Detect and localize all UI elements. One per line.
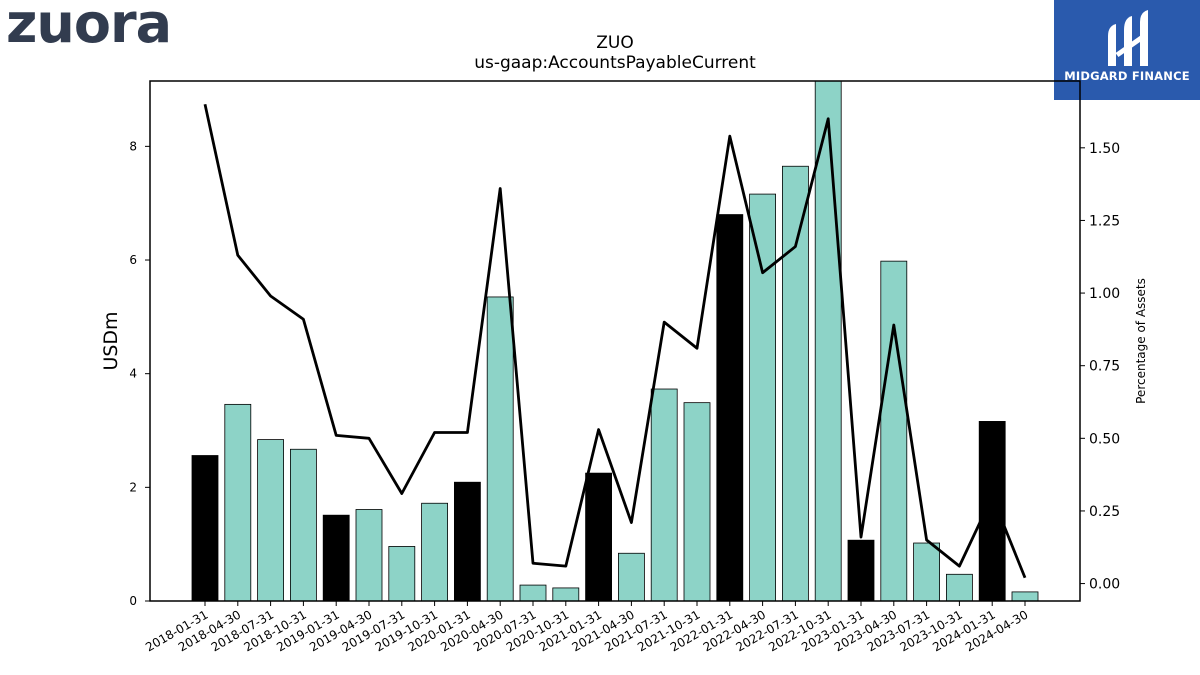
y2-tick-label: 0.00: [1089, 577, 1120, 593]
y2-tick-label: 1.25: [1089, 213, 1120, 229]
bar-2023-01-31: [847, 539, 875, 602]
bar-2018-01-31: [191, 455, 219, 602]
bar-2018-10-31: [289, 448, 317, 602]
zuora-logo: zuora: [6, 0, 172, 55]
y2-tick-label: 1.00: [1089, 286, 1120, 302]
bar-2023-07-31: [913, 542, 940, 602]
bar-2018-04-30: [224, 403, 252, 602]
bar-2020-07-31: [519, 584, 547, 602]
chart-title: ZUO: [596, 33, 633, 53]
y2-tick-label: 0.50: [1089, 431, 1120, 447]
bar-2023-04-30: [880, 260, 908, 602]
y-tick-label: 2: [129, 480, 137, 494]
bar-2021-10-31: [683, 402, 711, 602]
bar-2019-01-31: [322, 514, 350, 602]
bar-2023-10-31: [946, 573, 973, 602]
bar-2022-04-30: [749, 193, 776, 602]
y-tick-label: 6: [129, 253, 137, 267]
y2-tick-label: 1.50: [1089, 141, 1120, 157]
midgard-finance-wordmark: MIDGARD FINANCE: [1064, 69, 1190, 83]
y2-tick-label: 0.75: [1089, 359, 1120, 375]
y-tick-label: 0: [129, 594, 137, 608]
bar-2022-01-31: [716, 214, 744, 602]
bar-2018-07-31: [257, 439, 285, 602]
bar-2020-10-31: [552, 587, 580, 602]
bar-2024-04-30: [1011, 591, 1039, 602]
bar-2021-04-30: [618, 552, 645, 602]
y-tick-label: 8: [129, 139, 137, 153]
bar-2019-04-30: [355, 509, 383, 602]
bar-2024-01-31: [978, 421, 1006, 602]
midgard-finance-logo: MIDGARD FINANCE: [1054, 0, 1200, 100]
y-tick-label: 4: [129, 367, 137, 381]
chart-subtitle: us-gaap:AccountsPayableCurrent: [474, 53, 756, 73]
bar-2019-07-31: [388, 546, 416, 602]
y2-tick-label: 0.25: [1089, 504, 1120, 520]
bar-2021-01-31: [585, 472, 612, 602]
bar-2019-10-31: [421, 502, 449, 602]
bar-2021-07-31: [650, 388, 678, 602]
y2-axis-label: Percentage of Assets: [1134, 278, 1148, 404]
y-axis-label: USDm: [100, 311, 122, 370]
bar-2022-07-31: [782, 165, 809, 602]
bar-2020-01-31: [453, 481, 481, 602]
midgard-emblem-icon: [1108, 10, 1148, 66]
percentage-line: [203, 103, 1027, 579]
plot-frame: [149, 80, 1081, 602]
bar-2020-04-30: [486, 296, 514, 602]
